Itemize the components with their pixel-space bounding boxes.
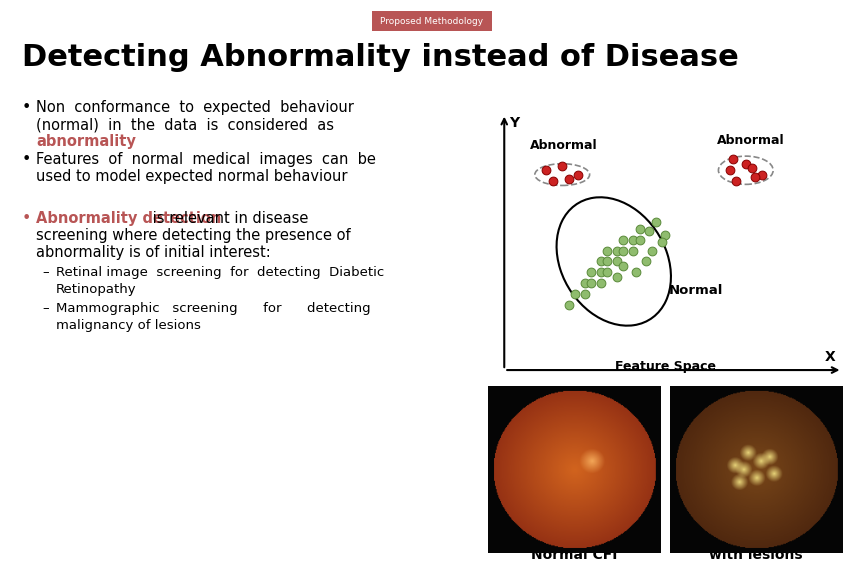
Text: is relevant in disease: is relevant in disease: [148, 211, 308, 226]
Point: [655, 237, 669, 247]
Point: [594, 257, 607, 266]
Text: –: –: [42, 302, 48, 315]
Point: [739, 159, 753, 168]
Point: [632, 235, 646, 244]
Text: Proposed Methodology: Proposed Methodology: [380, 17, 484, 25]
Text: Abnormal: Abnormal: [717, 134, 785, 147]
Point: [649, 218, 663, 227]
Point: [578, 289, 592, 298]
Text: –: –: [42, 266, 48, 279]
Text: •: •: [22, 211, 31, 226]
Text: Non  conformance  to  expected  behaviour: Non conformance to expected behaviour: [36, 100, 354, 115]
Point: [546, 176, 560, 185]
Point: [584, 279, 598, 288]
Point: [746, 164, 759, 173]
Point: [642, 226, 656, 236]
Point: [729, 176, 743, 185]
Text: Features  of  normal  medical  images  can  be: Features of normal medical images can be: [36, 152, 376, 167]
Point: [539, 166, 553, 175]
Point: [571, 170, 585, 179]
Point: [584, 268, 598, 277]
Text: Detecting Abnormality instead of Disease: Detecting Abnormality instead of Disease: [22, 44, 739, 73]
Point: [645, 246, 659, 255]
Text: Abnormal: Abnormal: [530, 139, 598, 151]
Text: (normal)  in  the  data  is  considered  as: (normal) in the data is considered as: [36, 117, 334, 132]
Point: [562, 175, 575, 184]
Point: [600, 257, 614, 266]
Point: [617, 246, 631, 255]
Point: [610, 272, 624, 281]
Point: [626, 235, 640, 244]
Text: Normal: Normal: [669, 284, 723, 297]
Text: Abnormal CFI
with lesions: Abnormal CFI with lesions: [703, 532, 809, 562]
Point: [578, 279, 592, 288]
Text: used to model expected normal behaviour: used to model expected normal behaviour: [36, 169, 347, 184]
Point: [639, 257, 653, 266]
Point: [617, 235, 631, 244]
Point: [610, 257, 624, 266]
Point: [629, 268, 643, 277]
Point: [617, 261, 631, 270]
Text: Abnormality detection: Abnormality detection: [36, 211, 221, 226]
Text: Feature Space: Feature Space: [615, 361, 715, 373]
Point: [556, 161, 569, 170]
Point: [594, 279, 607, 288]
Text: X: X: [825, 350, 836, 363]
Point: [755, 170, 769, 179]
Point: [723, 166, 737, 175]
Text: Normal CFI: Normal CFI: [531, 548, 618, 562]
Point: [600, 246, 614, 255]
Text: Mammographic   screening      for      detecting: Mammographic screening for detecting: [56, 302, 371, 315]
Point: [658, 231, 672, 240]
Point: [748, 172, 762, 181]
Text: abnormality: abnormality: [36, 134, 136, 149]
Text: screening where detecting the presence of: screening where detecting the presence o…: [36, 228, 351, 243]
Text: Retinopathy: Retinopathy: [56, 283, 137, 296]
FancyBboxPatch shape: [372, 11, 492, 31]
Point: [562, 300, 575, 309]
Point: [726, 155, 740, 164]
Text: •: •: [22, 100, 31, 115]
Point: [626, 246, 640, 255]
Point: [600, 268, 614, 277]
Point: [610, 246, 624, 255]
Point: [632, 224, 646, 233]
Text: •: •: [22, 152, 31, 167]
Point: [594, 268, 607, 277]
Text: Retinal image  screening  for  detecting  Diabetic: Retinal image screening for detecting Di…: [56, 266, 384, 279]
Text: malignancy of lesions: malignancy of lesions: [56, 319, 200, 332]
Point: [569, 289, 582, 298]
Text: Y: Y: [509, 116, 519, 130]
Text: abnormality is of initial interest:: abnormality is of initial interest:: [36, 245, 270, 260]
